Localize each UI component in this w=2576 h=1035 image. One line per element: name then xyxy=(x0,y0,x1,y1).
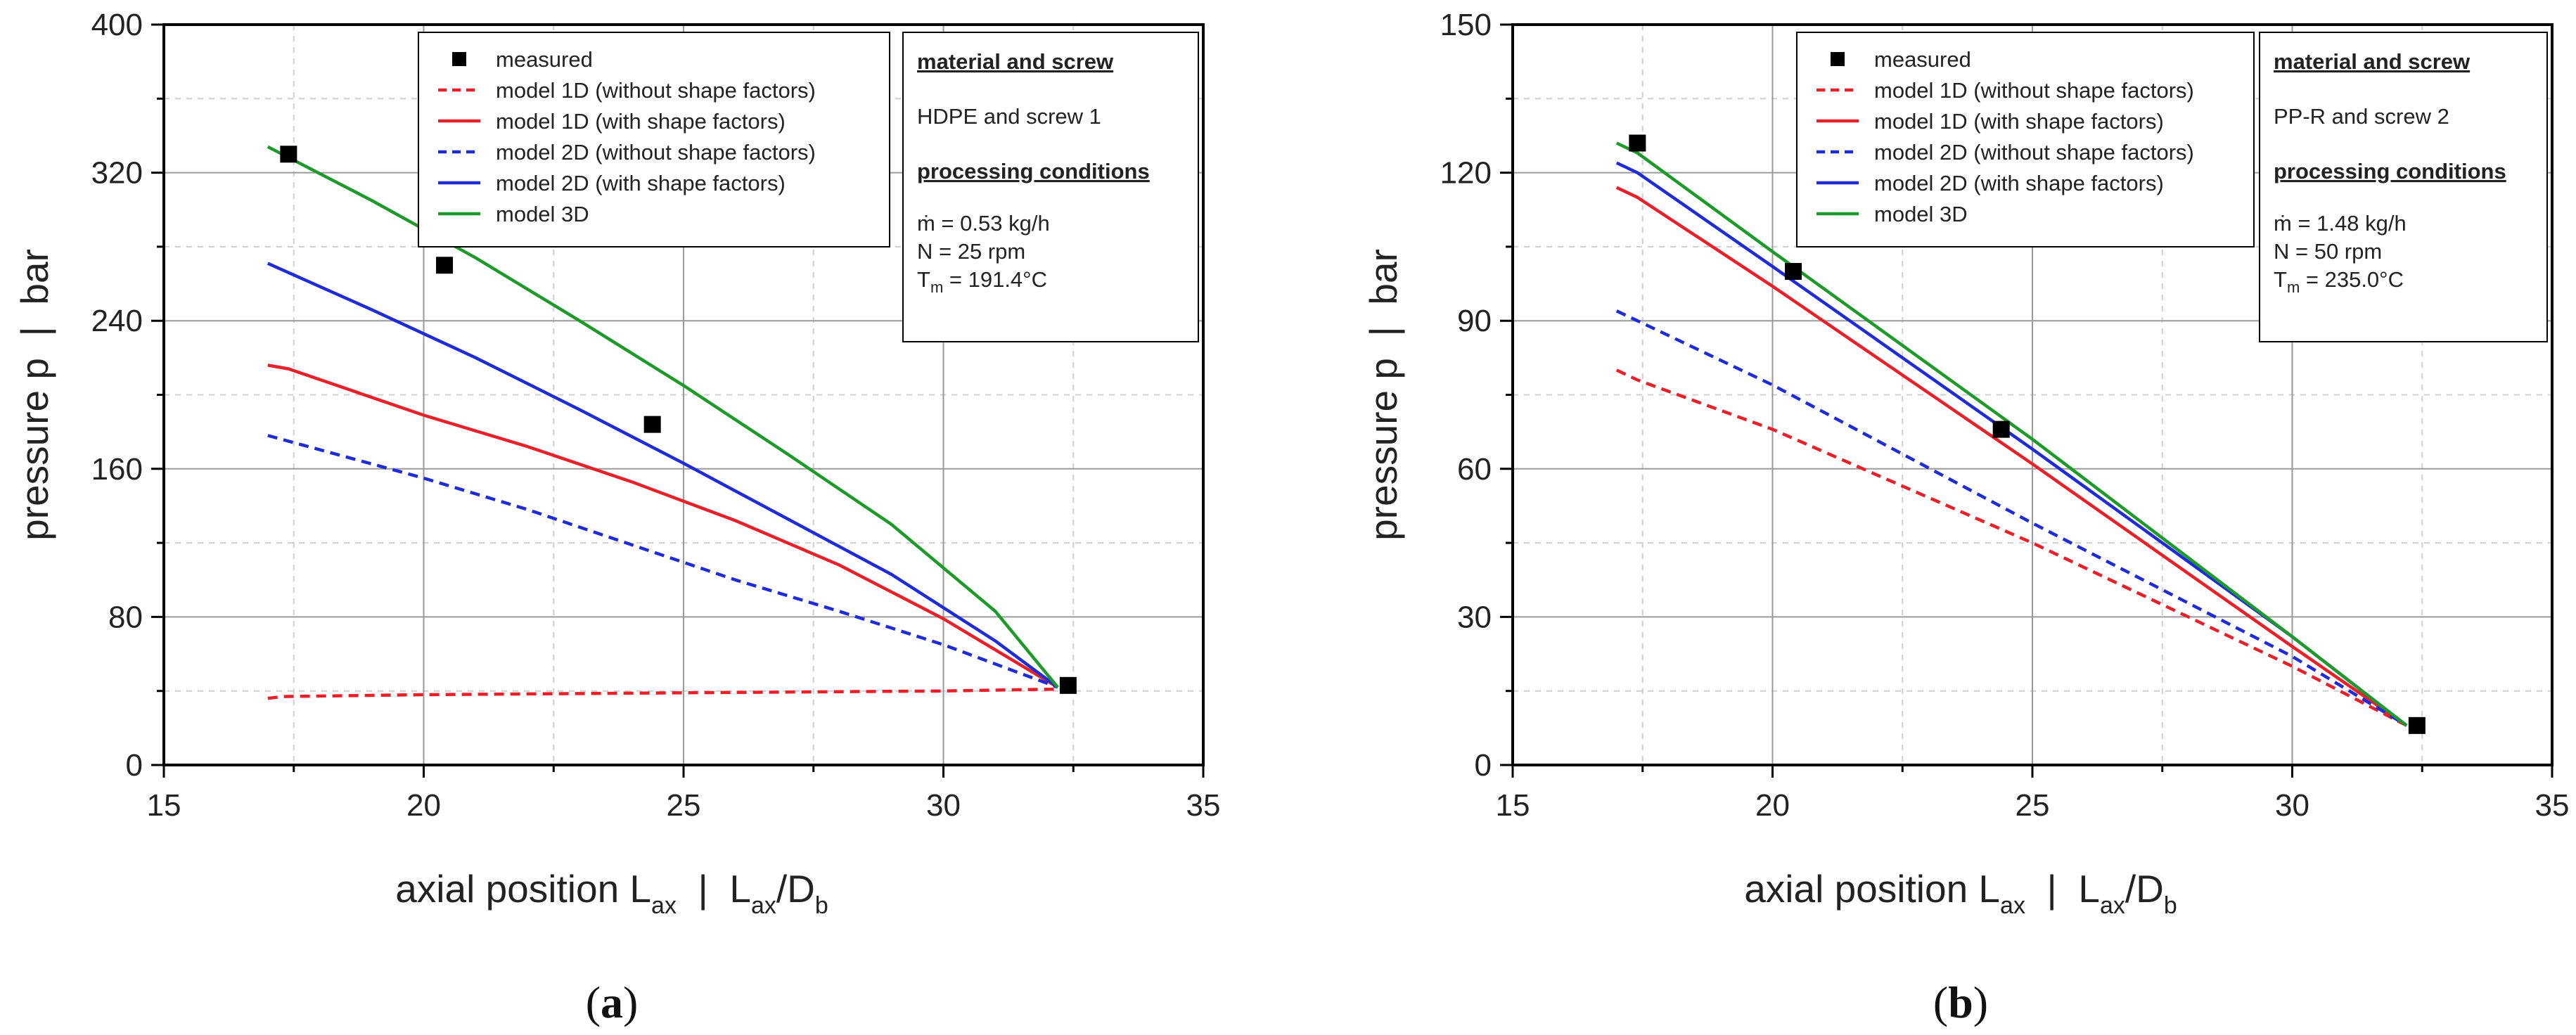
info-box: material and screw HDPE and screw 1 proces… xyxy=(902,32,1199,342)
info-mass-flow: ṁ = 0.53 kg/h xyxy=(917,211,1050,236)
measured-point xyxy=(1059,676,1077,694)
x-tick-label: 30 xyxy=(926,788,961,823)
info-heading-conditions: processing conditions xyxy=(917,159,1150,184)
info-heading-conditions: processing conditions xyxy=(2274,159,2506,184)
measured-point xyxy=(1785,263,1802,280)
legend-entry-label: model 2D (with shape factors) xyxy=(1874,171,2164,195)
measured-point xyxy=(280,146,297,163)
x-tick-label: 20 xyxy=(406,788,441,823)
info-heading-material: material and screw xyxy=(2274,49,2471,74)
series-line-2 xyxy=(267,364,1059,689)
series-line-4 xyxy=(267,262,1059,689)
x-tick-label: 25 xyxy=(2016,788,2050,823)
legend-entry-label: measured xyxy=(1874,47,1971,72)
legend-entry-label: measured xyxy=(496,47,593,72)
x-tick-label: 15 xyxy=(147,788,181,823)
legend: measured model 1D (without shape factors)… xyxy=(418,32,890,248)
legend-entry-label: model 2D (without shape factors) xyxy=(1874,140,2194,165)
y-tick-label: 320 xyxy=(91,156,143,191)
legend-entry-label: model 1D (without shape factors) xyxy=(1874,78,2194,103)
legend-entry-label: model 1D (with shape factors) xyxy=(496,109,786,134)
y-tick-label: 400 xyxy=(91,8,143,42)
y-tick-label: 150 xyxy=(1440,8,1492,42)
legend-entry-label: model 3D xyxy=(1874,202,1968,226)
y-tick-label: 120 xyxy=(1440,156,1492,191)
legend-entry-label: model 3D xyxy=(496,202,589,226)
info-temperature: Tm = 191.4°C xyxy=(917,267,1047,296)
x-tick-label: 35 xyxy=(1186,788,1221,823)
panel-a: 15 20 25 30 35 0 80 160 240 320 400 pressure p | ba… xyxy=(13,8,1220,1027)
info-frame xyxy=(902,32,1199,342)
legend-entry-label: model 1D (without shape factors) xyxy=(496,78,816,103)
measured-point xyxy=(1629,134,1646,152)
info-box: material and screw PP-R and screw 2 proces… xyxy=(2259,32,2548,342)
y-tick-label: 80 xyxy=(108,600,143,634)
y-tick-label: 0 xyxy=(126,748,143,783)
measured-point xyxy=(1992,420,2010,438)
x-tick-label: 35 xyxy=(2535,788,2570,823)
panel-caption: (b) xyxy=(1933,977,1988,1027)
legend: measured model 1D (without shape factors)… xyxy=(1796,32,2255,248)
y-tick-label: 160 xyxy=(91,452,143,487)
legend-frame xyxy=(418,32,890,248)
measured-point xyxy=(436,257,454,274)
panel-caption: (a) xyxy=(586,977,639,1027)
y-axis-title: pressure p | bar xyxy=(13,249,56,541)
legend-marker xyxy=(1831,52,1845,66)
info-speed: N = 25 rpm xyxy=(917,239,1025,264)
info-frame xyxy=(2259,32,2548,342)
measured-point xyxy=(2408,716,2426,734)
info-temperature: Tm = 235.0°C xyxy=(2274,267,2404,296)
x-tick-label: 20 xyxy=(1755,788,1790,823)
x-tick-label: 25 xyxy=(667,788,701,823)
series-line-5 xyxy=(267,145,1059,688)
legend-marker xyxy=(452,52,466,66)
y-tick-label: 240 xyxy=(91,304,143,338)
x-tick-label: 15 xyxy=(1496,788,1530,823)
legend-entry-label: model 1D (with shape factors) xyxy=(1874,109,2164,134)
legend-entry-label: model 2D (without shape factors) xyxy=(496,140,816,165)
series-line-3 xyxy=(1615,309,2408,727)
y-tick-label: 0 xyxy=(1475,748,1492,783)
info-speed: N = 50 rpm xyxy=(2274,239,2382,264)
info-material: PP-R and screw 2 xyxy=(2274,104,2449,129)
series-line-1 xyxy=(1615,368,2408,727)
y-tick-label: 90 xyxy=(1457,304,1492,338)
x-tick-label: 30 xyxy=(2275,788,2309,823)
measured-point xyxy=(643,416,661,433)
series-line-2 xyxy=(1615,186,2408,727)
legend-entry-label: model 2D (with shape factors) xyxy=(496,171,786,195)
x-axis-title: axial position Lax | Lax/Db xyxy=(1744,867,2177,919)
y-tick-label: 30 xyxy=(1457,600,1492,634)
y-tick-label: 60 xyxy=(1457,452,1492,487)
info-heading-material: material and screw xyxy=(917,49,1114,74)
legend-frame xyxy=(1796,32,2255,248)
series-line-3 xyxy=(267,434,1058,689)
y-axis-title: pressure p | bar xyxy=(1361,249,1405,541)
x-axis-title: axial position Lax | Lax/Db xyxy=(395,867,828,919)
panel-b: 15 20 25 30 35 0 30 60 90 120 150 pressure p | bar a… xyxy=(1361,8,2569,1027)
info-mass-flow: ṁ = 1.48 kg/h xyxy=(2274,211,2407,236)
info-material: HDPE and screw 1 xyxy=(917,104,1101,129)
